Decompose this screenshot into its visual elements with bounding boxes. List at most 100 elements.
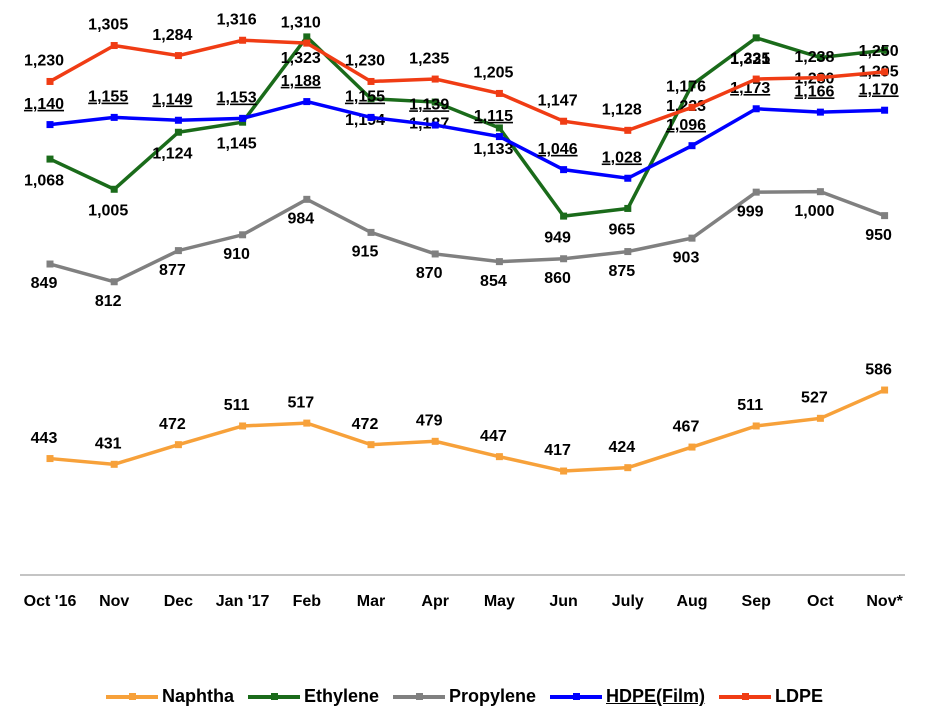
marker [816, 414, 824, 422]
legend-label: Ethylene [303, 686, 379, 706]
data-label: 586 [865, 361, 892, 378]
marker [688, 81, 696, 89]
x-tick-label: May [483, 593, 515, 610]
marker [752, 422, 760, 430]
marker [431, 121, 439, 129]
marker [816, 54, 824, 61]
legend-swatch [247, 692, 300, 700]
x-tick-label: Jun [549, 593, 578, 610]
marker [816, 74, 824, 82]
legend-label: LDPE [775, 686, 824, 706]
legend-marker [415, 692, 423, 700]
marker [560, 255, 568, 263]
marker [560, 212, 568, 220]
data-label: 965 [608, 222, 635, 239]
legend-marker [128, 692, 136, 700]
legend-swatch [105, 692, 158, 700]
marker [110, 113, 118, 121]
data-label: 1,238 [794, 49, 834, 66]
series-line [49, 388, 886, 473]
marker [303, 195, 311, 203]
marker [624, 464, 632, 472]
marker [431, 250, 439, 258]
x-tick-label: Apr [421, 593, 449, 610]
data-label: 479 [416, 413, 443, 430]
data-label: 443 [31, 430, 58, 447]
data-label: 1,068 [24, 172, 64, 189]
legend-marker [742, 692, 750, 700]
marker [239, 231, 247, 239]
data-label: 915 [352, 244, 379, 261]
marker [752, 105, 760, 113]
marker [881, 46, 889, 54]
legend-swatch [392, 692, 445, 700]
marker [174, 52, 182, 60]
marker [46, 121, 54, 129]
x-tick-label: Dec [163, 593, 194, 610]
x-tick-label: Nov [99, 593, 130, 610]
marker [46, 77, 54, 85]
data-label: 870 [416, 265, 443, 282]
data-label: 1,155 [88, 89, 128, 106]
data-label: 877 [159, 262, 186, 279]
marker [495, 453, 503, 461]
marker [303, 98, 311, 106]
data-label: 1,155 [345, 89, 385, 106]
data-label: 875 [608, 263, 635, 280]
marker [110, 185, 118, 193]
marker [46, 155, 54, 163]
data-label: 949 [544, 229, 571, 246]
marker [431, 75, 439, 83]
data-label: 1,128 [602, 102, 642, 119]
marker [303, 33, 311, 41]
marker [560, 117, 568, 125]
data-label: 903 [673, 249, 700, 266]
data-label: 1,115 [474, 108, 513, 125]
x-tick-label: Mar [356, 593, 386, 610]
data-label: 1,235 [409, 50, 449, 67]
data-label: 984 [287, 211, 314, 228]
marker [752, 34, 760, 42]
data-label: 1,230 [24, 53, 64, 70]
marker [174, 247, 182, 255]
marker [303, 419, 311, 427]
legend-swatch [719, 692, 772, 700]
data-label: 1,153 [217, 90, 257, 107]
marker [367, 441, 375, 449]
marker [495, 124, 503, 132]
legend-marker [270, 692, 278, 700]
marker [624, 204, 632, 212]
x-tick-label: Feb [292, 593, 322, 610]
data-label: 1,316 [217, 11, 257, 28]
data-label: 511 [737, 397, 763, 414]
legend-item: LDPE [719, 686, 823, 707]
data-label: 812 [95, 293, 122, 310]
marker [46, 260, 54, 268]
marker [881, 212, 889, 220]
marker [816, 188, 824, 196]
legend-marker [573, 692, 581, 700]
legend-label: Propylene [448, 686, 537, 706]
data-label: 1,205 [473, 65, 513, 82]
legend: Naphtha Ethylene Propylene HDPE(Film) LDPE [0, 686, 929, 707]
marker [46, 455, 54, 463]
data-label: 1,005 [88, 202, 128, 219]
marker [431, 437, 439, 445]
marker [303, 39, 311, 47]
marker [881, 68, 889, 76]
series-line [49, 99, 885, 181]
marker [239, 422, 247, 430]
marker [239, 118, 247, 126]
data-label: 517 [287, 394, 314, 411]
legend-label: HDPE(Film) [606, 686, 706, 706]
marker [624, 248, 632, 256]
marker [110, 278, 118, 286]
marker [816, 108, 824, 116]
legend-item: Naphtha [105, 686, 234, 707]
marker [624, 174, 632, 182]
legend-item: Ethylene [247, 686, 379, 707]
data-label: 1,176 [666, 79, 706, 96]
data-label: 472 [159, 416, 186, 433]
data-label: 910 [223, 246, 250, 263]
legend-item: HDPE(Film) [550, 686, 705, 707]
